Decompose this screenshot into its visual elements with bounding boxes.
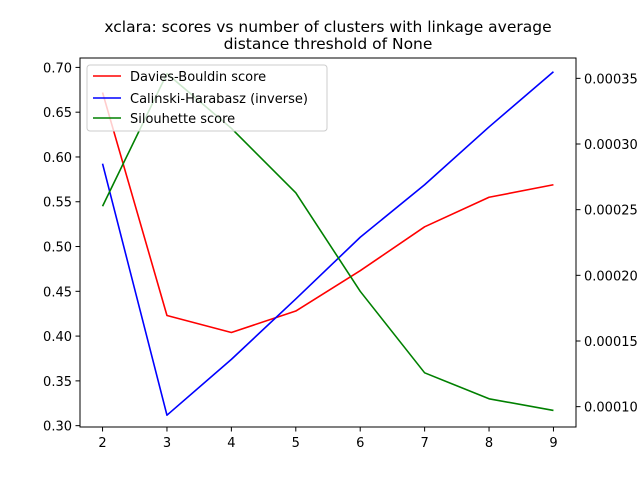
series-line-davies-bouldin-score: [101, 92, 554, 334]
x-tick-label: 4: [227, 436, 235, 451]
y-tick-label-left: 0.55: [43, 196, 72, 211]
x-tick-label: 9: [549, 436, 557, 451]
y-tick-label-left: 0.65: [43, 106, 72, 121]
tick-layer: 2 3 4 5 6 7 8 9 0.30 0.35 0.40 0.45 0.50 0.55 0.60 0.65…: [43, 61, 638, 451]
y-tick-label-right: 0.00020: [584, 269, 638, 284]
legend-label-calinski-harabasz: Calinski-Harabasz (inverse): [130, 92, 308, 107]
x-tick-label: 8: [485, 436, 493, 451]
y-tick-label-left: 0.40: [43, 330, 72, 345]
chart-title: xclara: scores vs number of clusters wit…: [104, 18, 551, 36]
chart-subtitle: distance threshold of None: [224, 35, 433, 53]
y-tick-label-left: 0.45: [43, 285, 72, 300]
legend-label-silhouette: Silouhette score: [130, 112, 235, 127]
x-tick-label: 6: [356, 436, 364, 451]
legend: Davies-Bouldin score Calinski-Harabasz (…: [86, 64, 328, 132]
y-tick-label-right: 0.00025: [584, 204, 638, 219]
y-tick-label-right: 0.00010: [584, 401, 638, 416]
series-line-calinski-harabasz-inverse: [101, 71, 554, 416]
plot-frame: [79, 57, 577, 428]
y-tick-label-left: 0.60: [43, 151, 72, 166]
y-tick-label-left: 0.35: [43, 375, 72, 390]
x-tick-label: 2: [98, 436, 106, 451]
y-tick-label-left: 0.30: [43, 420, 72, 435]
y-tick-label-left: 0.50: [43, 241, 72, 256]
y-tick-label-right: 0.00015: [584, 335, 638, 350]
legend-label-davies-bouldin: Davies-Bouldin score: [130, 70, 266, 85]
legend-box: [86, 64, 328, 132]
y-tick-label-left: 0.70: [43, 61, 72, 76]
x-tick-label: 5: [292, 436, 300, 451]
x-tick-label: 7: [420, 436, 428, 451]
x-tick-label: 3: [163, 436, 171, 451]
y-tick-label-right: 0.00035: [584, 72, 638, 87]
y-tick-label-right: 0.00030: [584, 138, 638, 153]
